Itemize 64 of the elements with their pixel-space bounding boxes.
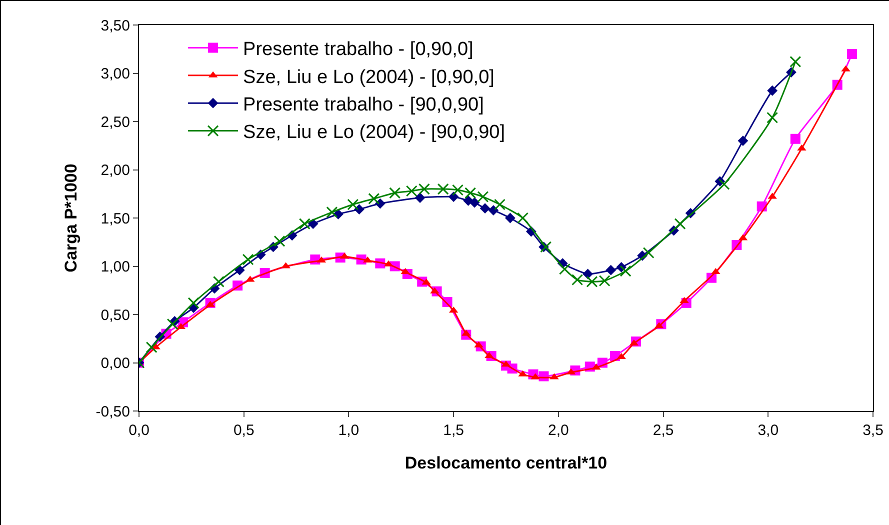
y-tick-label: 1,00 [100,258,130,276]
point [620,265,632,277]
y-axis-title: Carga P*1000 [61,164,80,272]
legend-label: Presente trabalho - [90,0,90] [243,94,484,116]
point [368,192,380,204]
point [464,187,476,199]
point [354,204,364,215]
point [188,297,200,309]
x-tick-label: 2,5 [652,422,674,439]
point [642,246,654,258]
point [242,254,254,266]
x-tick-label: 3,0 [758,422,779,439]
point [738,136,748,146]
point [558,263,570,275]
point [767,85,778,96]
y-tick-label: 1,50 [100,210,130,228]
point [674,218,686,230]
y-tick-label: 2,00 [100,162,130,179]
point [166,318,178,330]
point [389,187,401,199]
y-tick-label: 2,50 [100,114,130,131]
x-tick-label: 1,5 [443,422,464,439]
point [582,268,593,280]
point [448,192,459,202]
point [414,192,426,203]
point [298,218,310,230]
point [374,198,386,209]
legend-label: Sze, Liu e Lo (2004) - [0,90,0] [243,66,494,88]
y-tick-label: 3,00 [100,66,130,82]
legend-label: Presente trabalho - [0,90,0] [243,39,474,60]
point [477,191,489,203]
point [146,342,158,354]
y-tick-label: 0,50 [100,306,130,324]
x-tick-label: 1,0 [338,422,360,439]
y-tick-label: 3,50 [100,17,130,34]
x-tick-label: 0,5 [233,422,254,439]
y-tick-label: -0,50 [96,403,130,420]
point [718,178,730,190]
x-tick-label: 3,5 [862,422,884,439]
point [517,212,529,224]
point [540,241,552,253]
point [234,264,245,276]
point [452,184,464,196]
x-tick-label: 0,0 [128,422,150,439]
x-axis-title: Deslocamento central*10 [404,453,608,472]
point [488,205,499,216]
point [326,206,338,218]
point [790,134,800,144]
point [494,198,506,210]
point [790,56,802,68]
point [766,112,778,124]
point [480,203,490,214]
point [606,264,616,276]
point [469,197,480,208]
point [274,235,286,247]
point [347,198,359,210]
legend-label: Sze, Liu e Lo (2004) - [90,0,90] [243,122,505,144]
y-tick-label: 0,00 [100,355,130,372]
point [437,183,449,195]
x-tick-label: 2,0 [548,422,569,439]
point [504,212,516,224]
point [212,276,224,288]
point [572,274,584,286]
point [847,48,858,59]
